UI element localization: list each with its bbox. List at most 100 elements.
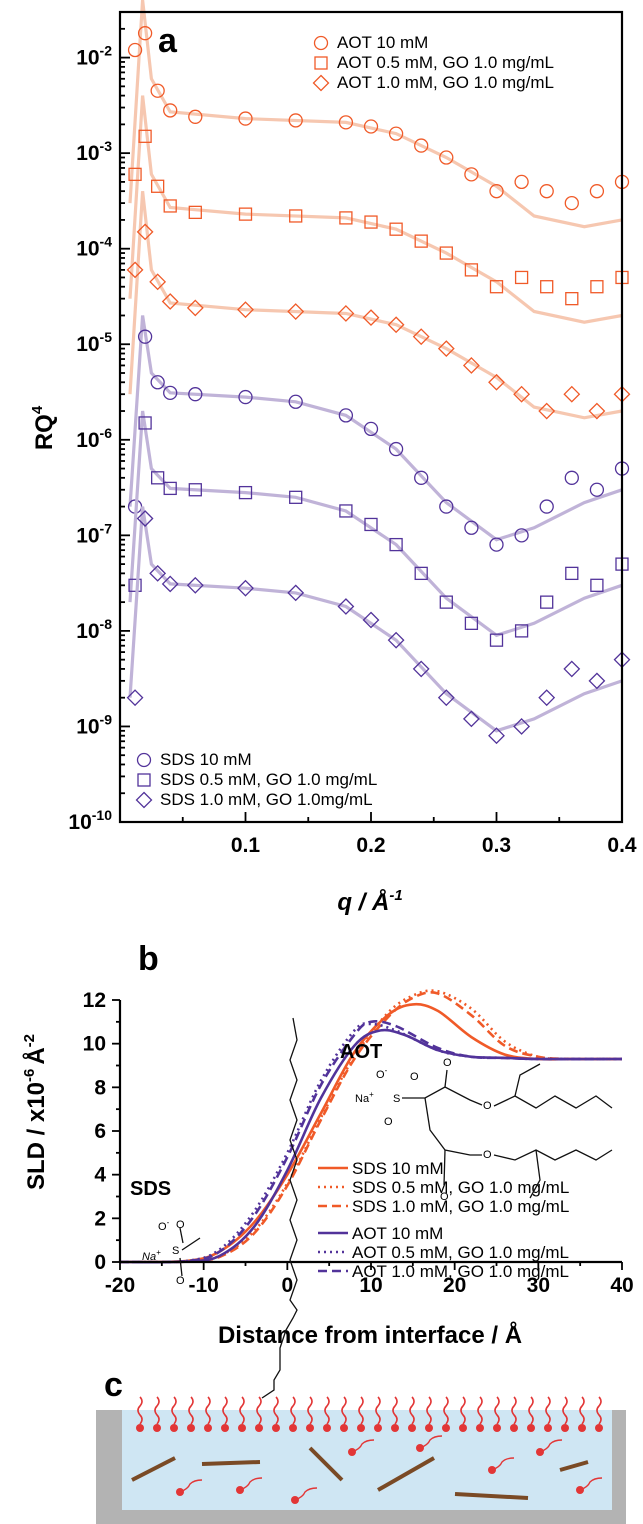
- data-point-series-4: [338, 408, 354, 423]
- surfactant-head: [391, 1424, 399, 1432]
- data-point-series-2: [464, 263, 479, 277]
- aot-name-label: AOT: [340, 1041, 382, 1063]
- legend-marker: [137, 773, 151, 787]
- data-point-series-4: [388, 441, 404, 457]
- surfactant-head: [561, 1424, 569, 1432]
- data-point-series-5: [439, 595, 453, 609]
- y-tick-label: 10-10: [68, 807, 112, 834]
- legend-entry: AOT 0.5 mM, GO 1.0 mg/mL: [337, 53, 554, 72]
- x-tick-label: -20: [105, 1274, 135, 1297]
- x-tick-label: 40: [610, 1274, 633, 1297]
- y-tick-label: 10-6: [76, 425, 112, 452]
- data-point-series-5: [163, 481, 177, 496]
- surfactant-head: [425, 1424, 433, 1432]
- legend-marker: [136, 752, 152, 768]
- free-surfactant-tail: [579, 1477, 603, 1491]
- surfactant-tail: [358, 1396, 364, 1425]
- data-point-series-1: [127, 42, 143, 58]
- panel-c-schematic: c: [96, 1366, 626, 1524]
- sds-oxygen-top: O: [176, 1219, 185, 1231]
- data-point-series-4: [489, 537, 504, 552]
- free-surfactant-tail: [294, 1487, 318, 1501]
- legend-entry: AOT 1.0 mM, GO 1.0 mg/mL: [352, 1262, 569, 1281]
- data-point-series-5: [289, 490, 303, 504]
- data-point-series-6: [136, 510, 154, 527]
- x-tick-label: -10: [188, 1274, 218, 1297]
- free-surfactant-tail: [419, 1435, 443, 1449]
- go-sheet: [377, 1456, 435, 1492]
- data-point-series-3: [563, 385, 581, 403]
- data-point-series-4: [514, 528, 529, 543]
- surfactant-head: [527, 1424, 535, 1432]
- surfactant-tail: [409, 1396, 415, 1425]
- surfactant-head: [340, 1424, 348, 1432]
- panel-c-subphase-water: [122, 1410, 612, 1510]
- free-surfactant-tail: [351, 1439, 375, 1453]
- aot-carbonyl-2: [443, 1149, 446, 1186]
- data-point-series-6: [337, 598, 355, 615]
- aot-oxygen-s2: O: [410, 1071, 419, 1083]
- data-point-series-1: [489, 184, 504, 199]
- data-point-series-6: [237, 579, 254, 597]
- data-point-series-4: [589, 482, 605, 497]
- data-point-series-2: [188, 205, 202, 220]
- sds-sulfur-atom: S: [172, 1245, 179, 1257]
- data-point-series-5: [565, 566, 579, 581]
- legend-entry: SDS 1.0 mM, GO 1.0mg/mL: [160, 790, 373, 809]
- panel-a-data-marks: [126, 0, 631, 745]
- free-surfactant-tail: [239, 1477, 263, 1491]
- data-point-series-2: [163, 199, 177, 213]
- free-surfactant-head: [576, 1486, 584, 1494]
- surfactant-head: [357, 1424, 365, 1432]
- data-point-series-6: [538, 689, 556, 707]
- panel-c-go-sheets: [131, 1446, 589, 1500]
- free-surfactant-head: [416, 1444, 424, 1452]
- data-point-series-4: [539, 499, 554, 514]
- data-point-series-5: [590, 578, 604, 592]
- sds-sodium-label: Na+: [142, 1248, 161, 1263]
- aot-sulfur-atom: S: [393, 1093, 400, 1105]
- surfactant-tail: [579, 1396, 585, 1425]
- surfactant-head: [187, 1424, 195, 1432]
- sds-name-label: SDS: [130, 1178, 171, 1200]
- x-tick-label: 0.4: [607, 834, 637, 857]
- x-tick-label: 30: [527, 1274, 550, 1297]
- surfactant-head: [544, 1424, 552, 1432]
- x-tick-label: 20: [443, 1274, 466, 1297]
- data-point-series-6: [488, 727, 505, 745]
- data-point-series-5: [414, 566, 428, 581]
- data-point-series-3: [437, 340, 455, 358]
- data-point-series-1: [539, 184, 554, 199]
- y-tick-label: 10-8: [76, 616, 112, 643]
- legend-marker: [313, 35, 329, 51]
- data-point-series-5: [128, 578, 142, 592]
- free-surfactant-head: [536, 1448, 544, 1456]
- go-sheet: [308, 1446, 344, 1482]
- sds-so-bond-1: [179, 1227, 184, 1244]
- data-point-series-4: [439, 499, 454, 514]
- surfactant-head: [170, 1424, 178, 1432]
- data-point-series-6: [462, 710, 480, 728]
- sld-line-series-6: [119, 1019, 623, 1264]
- data-point-series-4: [288, 394, 303, 409]
- data-point-series-1: [439, 150, 454, 165]
- surfactant-tail: [392, 1396, 398, 1425]
- panel-a-x-axis-label: q / Å-1: [337, 887, 402, 916]
- data-point-series-1: [137, 26, 153, 41]
- data-point-series-4: [150, 375, 165, 390]
- data-point-series-2: [439, 246, 453, 260]
- panel-b-label: b: [138, 940, 159, 978]
- aot-oxygen-minus: O-: [376, 1066, 388, 1081]
- panel-c-label: c: [104, 1366, 123, 1404]
- y-tick-label: 10: [83, 1033, 106, 1056]
- surfactant-tail: [273, 1396, 279, 1425]
- surfactant-head: [323, 1424, 331, 1432]
- surfactant-tail: [222, 1396, 228, 1425]
- data-point-series-3: [161, 293, 179, 310]
- legend-entry: SDS 1.0 mM, GO 1.0 mg/mL: [352, 1197, 569, 1216]
- data-point-series-3: [126, 261, 144, 279]
- data-point-series-4: [414, 470, 429, 485]
- surfactant-tail: [171, 1396, 177, 1425]
